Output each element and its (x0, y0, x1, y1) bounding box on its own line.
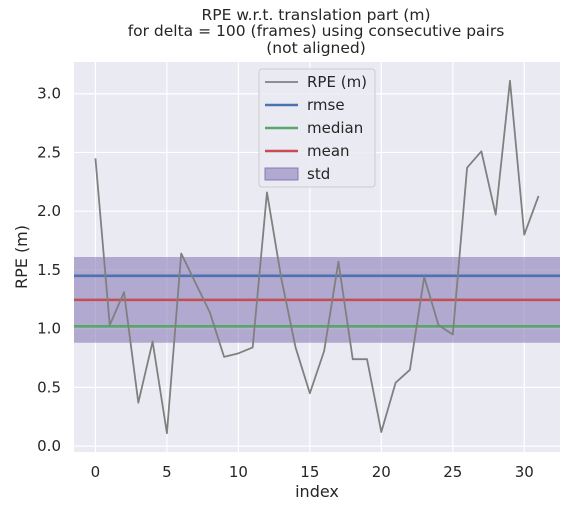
y-tick-label: 0.0 (37, 437, 61, 455)
legend: RPE (m) rmse median mean std (258, 68, 376, 188)
rpe-series-line (94, 79, 540, 435)
chart-title: RPE w.r.t. translation part (m) for delt… (128, 6, 505, 57)
legend-swatch (264, 167, 299, 181)
legend-label: RPE (m) (307, 73, 367, 91)
x-tick-label: 10 (229, 463, 248, 481)
legend-label: rmse (307, 96, 345, 114)
x-tick-label: 15 (300, 463, 319, 481)
x-axis-label: index (295, 482, 339, 501)
chart-title-line-3: (not aligned) (266, 39, 366, 57)
statistic-lines (74, 274, 560, 328)
x-tick-label: 30 (515, 463, 534, 481)
legend-label: mean (307, 142, 350, 160)
x-tick-label: 25 (443, 463, 462, 481)
y-axis-label: RPE (m) (12, 225, 31, 289)
chart-title-line-1: RPE w.r.t. translation part (m) (201, 6, 430, 24)
legend-label: median (307, 119, 363, 137)
y-tick-label: 2.5 (37, 143, 61, 161)
x-tick-label: 0 (91, 463, 101, 481)
y-tick-label: 2.0 (37, 202, 61, 220)
x-tick-label: 5 (162, 463, 172, 481)
tick-labels: 0 5 10 15 20 25 30 0.0 0.5 1.0 1.5 2.0 2.5 3.0 (37, 85, 534, 481)
legend-label: std (307, 165, 330, 183)
chart-title-line-2: for delta = 100 (frames) using consecuti… (128, 22, 505, 40)
series-layer (94, 79, 540, 435)
y-tick-label: 1.0 (37, 320, 61, 338)
y-tick-label: 3.0 (37, 85, 61, 103)
x-tick-label: 20 (372, 463, 391, 481)
legend-frame (258, 68, 376, 188)
y-tick-label: 0.5 (37, 378, 61, 396)
y-tick-label: 1.5 (37, 261, 61, 279)
